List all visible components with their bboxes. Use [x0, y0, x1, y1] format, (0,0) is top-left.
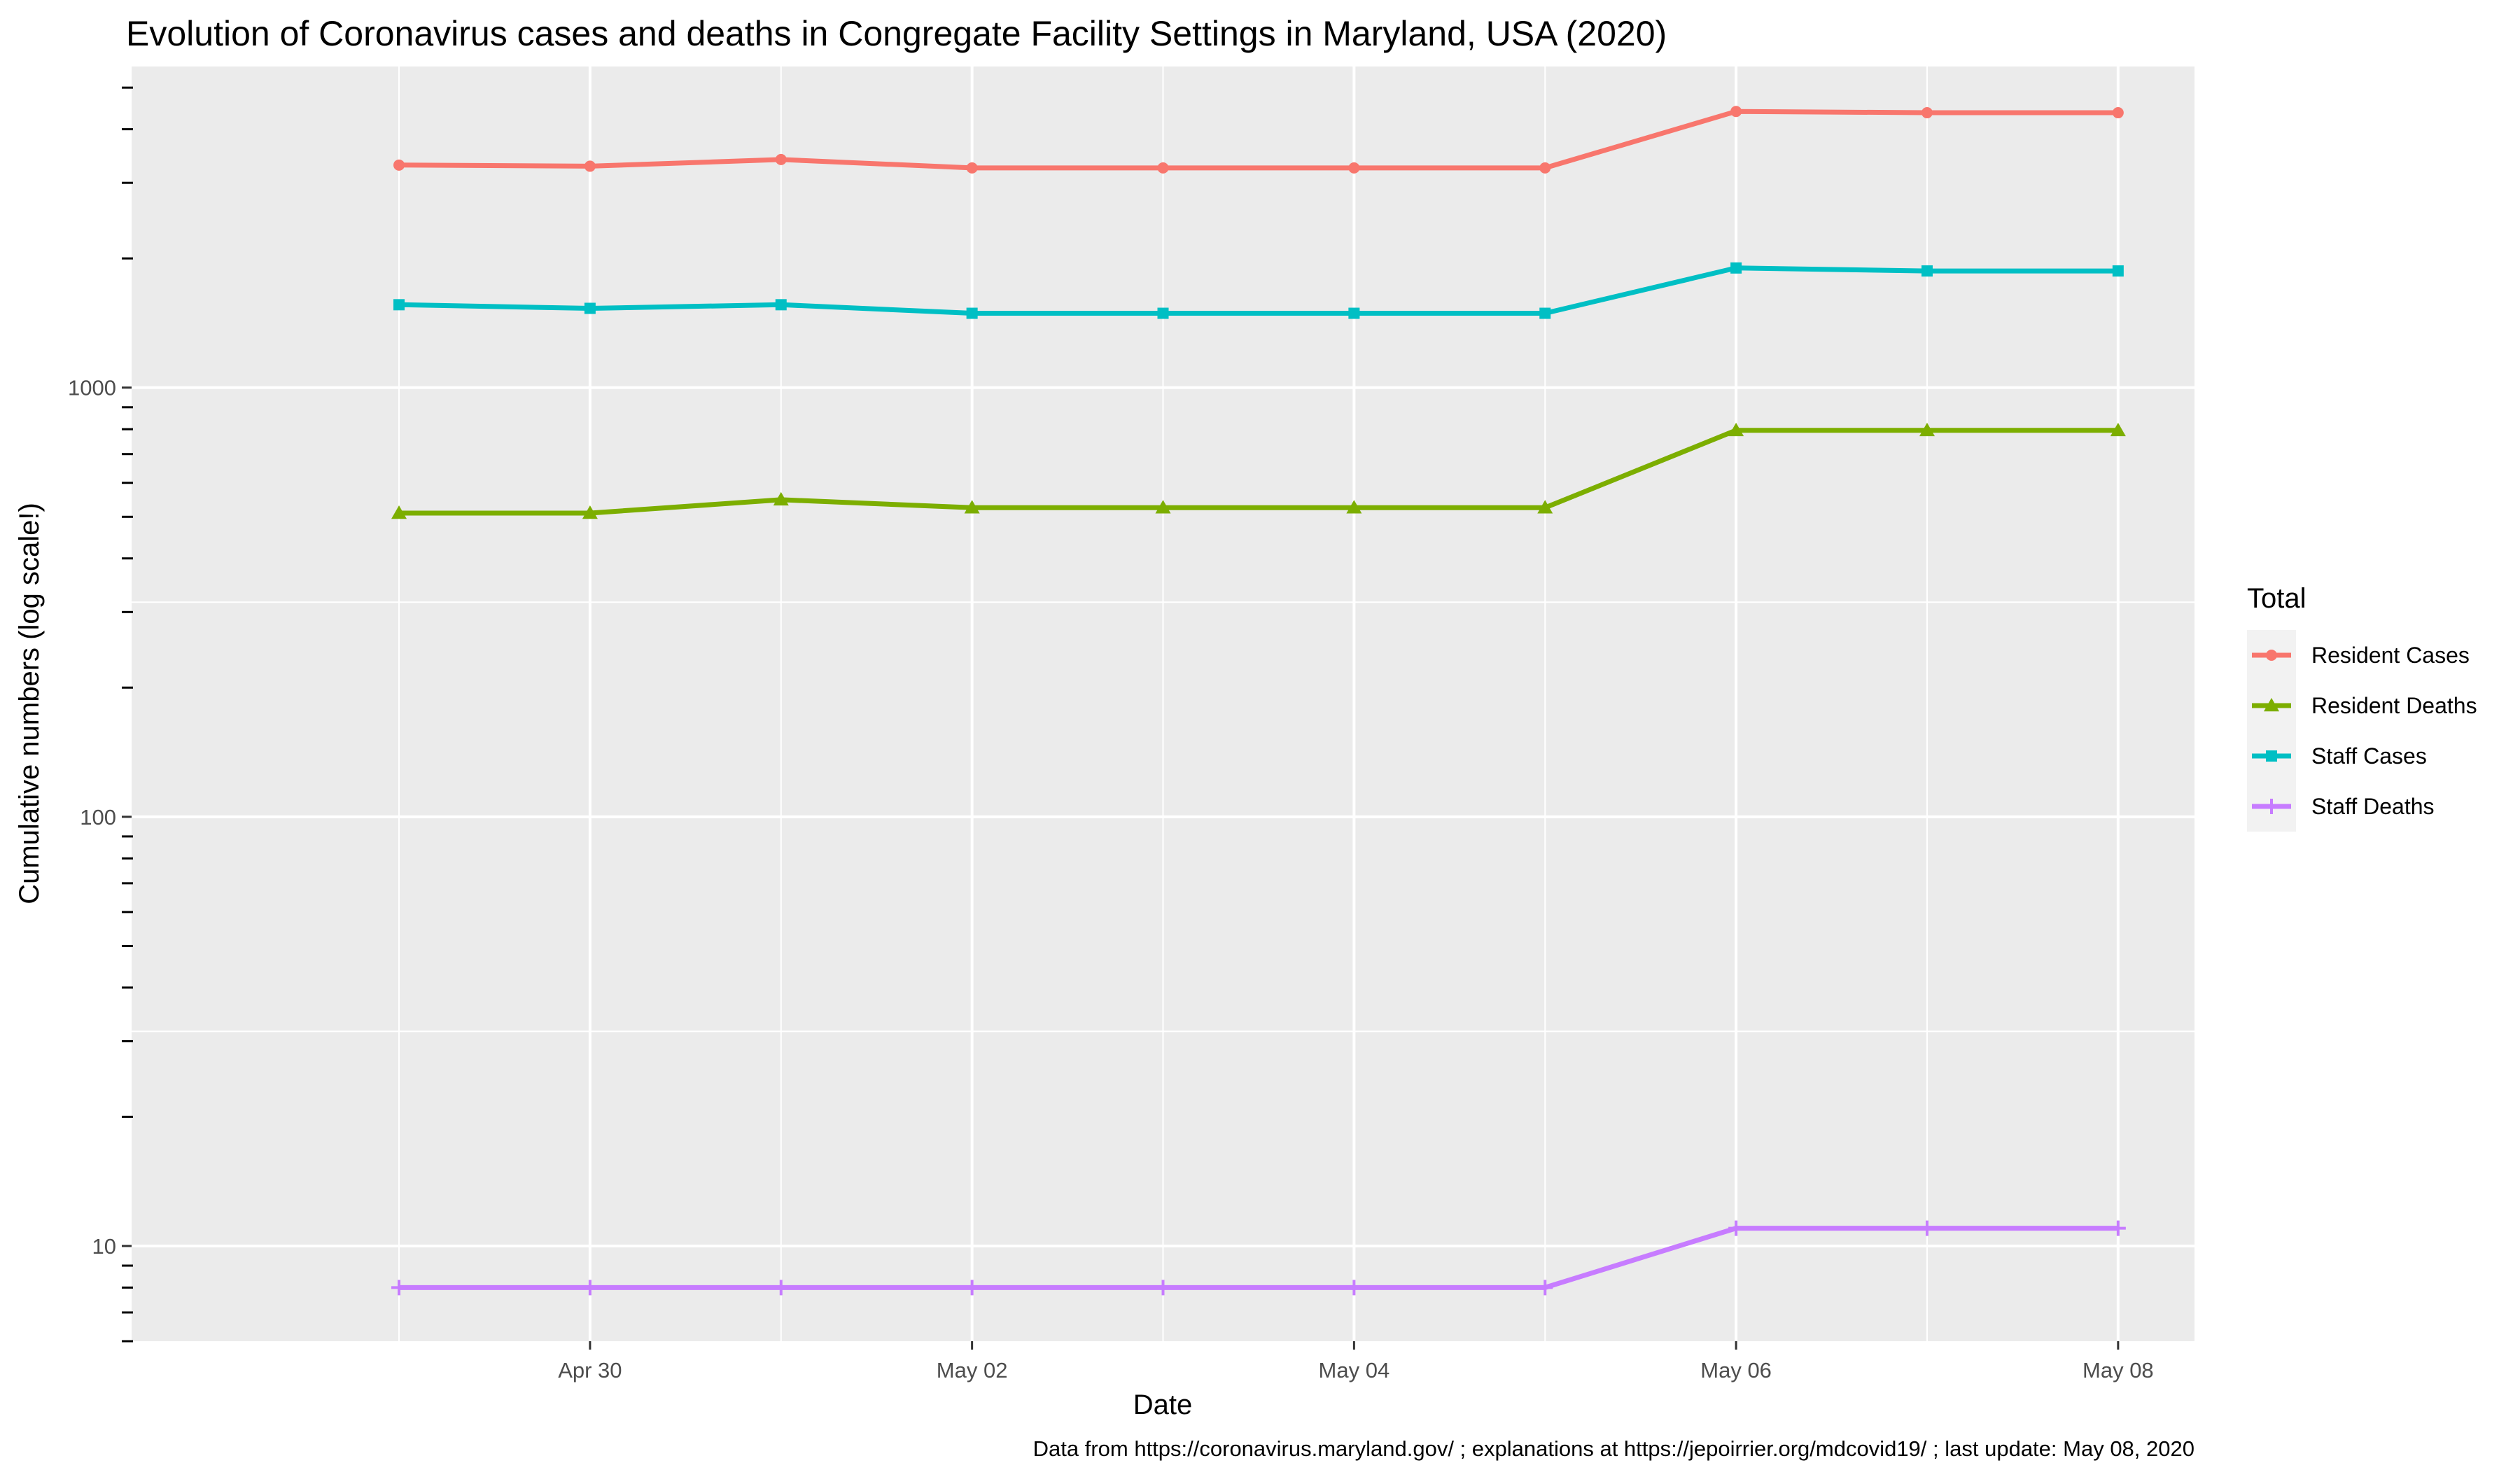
- series-line-staff-deaths: [399, 1226, 2118, 1290]
- legend-key-marker-resident-deaths: [2264, 698, 2279, 712]
- legend-label-staff-deaths: Staff Deaths: [2311, 794, 2435, 819]
- caption: Data from https://coronavirus.maryland.g…: [1033, 1436, 2194, 1461]
- x-tick-label: May 04: [1319, 1358, 1390, 1382]
- grid-lines: [132, 66, 2194, 1462]
- y-tick-label: 10: [92, 1234, 116, 1259]
- data-point-staff-cases: [775, 299, 787, 311]
- data-point-resident-deaths: [2110, 422, 2126, 437]
- data-point-staff-deaths: [582, 1280, 598, 1296]
- data-point-staff-deaths: [1346, 1280, 1362, 1296]
- data-point-resident-deaths: [1728, 422, 1744, 437]
- data-point-resident-deaths: [964, 500, 980, 514]
- data-point-staff-cases: [393, 299, 405, 311]
- data-point-staff-deaths: [1155, 1280, 1171, 1296]
- data-point-resident-cases: [775, 153, 787, 165]
- data-point-staff-cases: [966, 307, 978, 319]
- legend-label-staff-cases: Staff Cases: [2311, 743, 2427, 769]
- legend-label-resident-deaths: Resident Deaths: [2311, 693, 2477, 718]
- axes: 10 100 1000 Apr 30 May 02 May 04 May 06 May 08: [68, 86, 2154, 1382]
- y-axis-title: Cumulative numbers (log scale!): [14, 503, 45, 904]
- data-point-staff-deaths: [1728, 1220, 1744, 1236]
- data-point-resident-deaths: [1919, 422, 1935, 437]
- data-point-staff-cases: [584, 302, 596, 314]
- x-tick-label: May 02: [937, 1358, 1008, 1382]
- series-lines: [391, 106, 2126, 1296]
- data-point-staff-cases: [1348, 307, 1360, 319]
- legend: Total Resident Cases Resident Deaths Staff…: [2247, 583, 2477, 832]
- data-point-staff-deaths: [391, 1280, 407, 1296]
- data-point-staff-cases: [1157, 307, 1169, 319]
- data-point-resident-deaths: [1537, 500, 1553, 514]
- x-tick-label: May 08: [2082, 1358, 2154, 1382]
- data-point-resident-cases: [393, 159, 405, 171]
- data-point-resident-cases: [2112, 107, 2124, 119]
- data-point-resident-cases: [584, 160, 596, 172]
- legend-key-marker-resident-cases: [2266, 650, 2277, 661]
- y-tick-label: 1000: [68, 376, 116, 400]
- data-point-resident-cases: [1539, 162, 1551, 174]
- series-line-resident-cases: [398, 108, 2118, 171]
- data-point-resident-cases: [1348, 162, 1360, 174]
- chart-title: Evolution of Coronavirus cases and death…: [126, 14, 1667, 53]
- data-point-resident-deaths: [773, 491, 789, 506]
- x-tick-label: Apr 30: [558, 1358, 622, 1382]
- legend-key-marker-staff-deaths: [2264, 799, 2279, 814]
- series-line-resident-deaths: [399, 428, 2118, 516]
- data-point-staff-deaths: [1537, 1280, 1553, 1296]
- data-point-staff-deaths: [1919, 1220, 1935, 1236]
- data-point-staff-deaths: [2110, 1220, 2126, 1236]
- data-point-resident-deaths: [1346, 500, 1362, 514]
- data-point-resident-cases: [1921, 107, 1933, 119]
- legend-label-resident-cases: Resident Cases: [2311, 643, 2470, 668]
- data-point-staff-cases: [1921, 265, 1933, 277]
- data-point-resident-cases: [966, 162, 978, 174]
- series-line-staff-cases: [398, 265, 2118, 316]
- x-tick-label: May 06: [1700, 1358, 1772, 1382]
- data-point-resident-deaths: [1155, 500, 1171, 514]
- data-point-resident-deaths: [391, 505, 407, 519]
- data-point-staff-deaths: [773, 1280, 789, 1296]
- legend-key-marker-staff-cases: [2266, 750, 2277, 762]
- data-point-staff-cases: [1539, 307, 1551, 319]
- data-point-resident-deaths: [582, 505, 598, 519]
- legend-title: Total: [2247, 583, 2306, 614]
- data-point-staff-cases: [2112, 265, 2124, 277]
- data-point-resident-cases: [1730, 106, 1742, 118]
- x-axis-title: Date: [1133, 1390, 1193, 1420]
- data-point-staff-cases: [1730, 262, 1742, 274]
- y-tick-label: 100: [80, 805, 116, 830]
- data-point-resident-cases: [1157, 162, 1169, 174]
- data-point-staff-deaths: [964, 1280, 980, 1296]
